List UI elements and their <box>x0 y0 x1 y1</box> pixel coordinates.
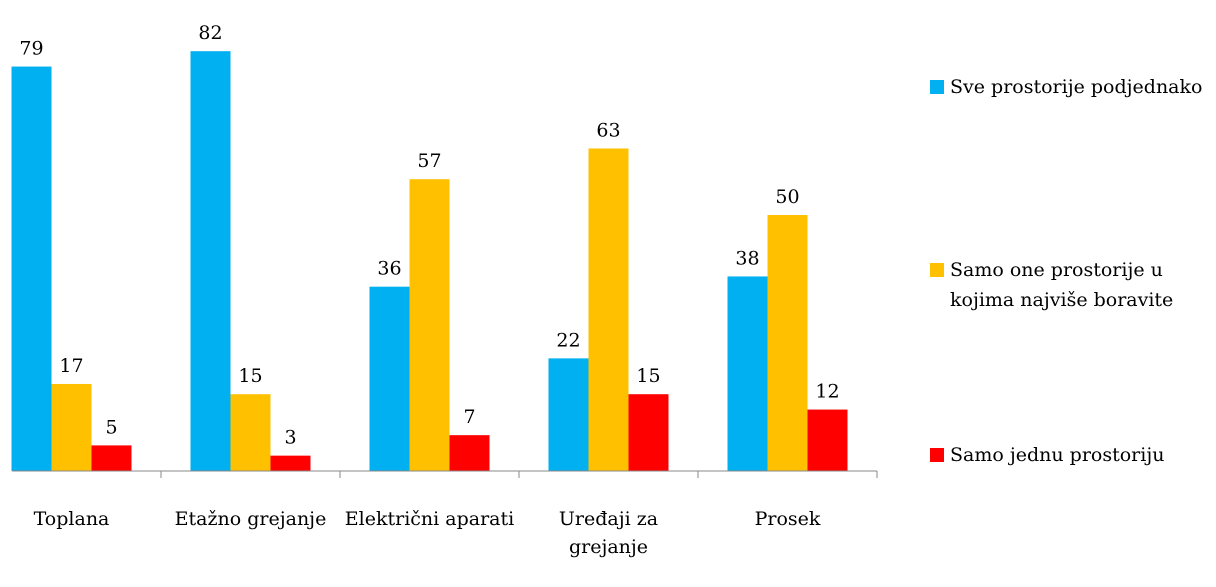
data-label: 3 <box>284 427 296 449</box>
data-label: 15 <box>238 365 262 387</box>
bar <box>91 445 132 471</box>
legend-label: Samo one prostorije u kojima najviše bor… <box>950 259 1174 311</box>
bar <box>628 394 669 471</box>
legend-label: Samo jednu prostoriju <box>950 444 1165 466</box>
data-label: 50 <box>775 186 799 208</box>
data-label: 5 <box>105 416 117 438</box>
x-tick-label: Toplana <box>33 508 110 530</box>
bar <box>767 215 808 471</box>
bar <box>807 409 848 471</box>
bar <box>11 66 52 471</box>
data-label: 38 <box>735 247 759 269</box>
bar <box>727 276 768 471</box>
legend-item: Sve prostorije podjednako <box>930 72 1216 102</box>
legend-item: Samo one prostorije u kojima najviše bor… <box>930 255 1216 315</box>
legend-swatch <box>930 448 944 462</box>
x-tick-label: Etažno grejanje <box>174 508 327 530</box>
data-label: 12 <box>815 381 839 403</box>
x-tick-label: Prosek <box>754 508 821 530</box>
legend-swatch <box>930 80 944 94</box>
legend-swatch <box>930 263 944 277</box>
data-label: 17 <box>59 355 83 377</box>
bar <box>409 179 450 471</box>
data-label: 36 <box>377 258 401 280</box>
x-tick-label: Uređaji za grejanje <box>558 508 659 558</box>
bar <box>548 358 589 471</box>
bar <box>588 148 629 471</box>
data-label: 22 <box>556 329 580 351</box>
data-label: 79 <box>19 38 43 60</box>
legend-label: Sve prostorije podjednako <box>950 76 1203 98</box>
data-label: 57 <box>417 150 441 172</box>
bar <box>230 394 271 471</box>
data-label: 15 <box>636 365 660 387</box>
bar <box>190 51 231 472</box>
x-tick-label: Električni aparati <box>344 508 515 530</box>
legend-item: Samo jednu prostoriju <box>930 440 1216 470</box>
data-label: 82 <box>198 22 222 44</box>
bar <box>369 286 410 471</box>
data-label: 63 <box>596 119 620 141</box>
bar <box>51 383 92 471</box>
bar <box>449 435 490 471</box>
bar <box>270 455 311 471</box>
data-label: 7 <box>463 406 475 428</box>
